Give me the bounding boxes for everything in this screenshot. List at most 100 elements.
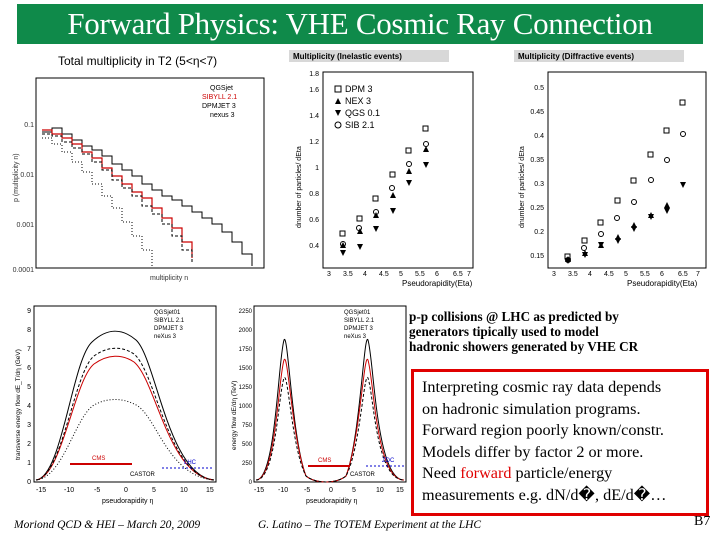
callout-line: measurements e.g. dN/d�, dE/d�… <box>422 485 667 504</box>
inelastic-ytick: 1.2 <box>309 139 319 146</box>
diffractive-xtick: 7 <box>696 271 700 278</box>
energy-left-ytick: 7 <box>27 346 31 353</box>
diffractive-xtick: 4.5 <box>604 271 614 278</box>
energy-left-ylabel: transverse energy flow dE_T/dη (GeV) <box>15 349 22 460</box>
mult-ytick: 0.0001 <box>13 267 35 274</box>
pp-caption-line: generators tipically used to model <box>409 324 599 339</box>
mult-ytick: 0.1 <box>24 122 34 129</box>
inelastic-legend: DPM 3 <box>345 84 373 94</box>
diffractive-xlabel: Pseudorapidity(Eta) <box>627 279 698 288</box>
energy-right-label-zdc: ZDC <box>382 458 395 464</box>
energy-left-ytick: 0 <box>27 479 31 486</box>
energy-right-ytick: 2000 <box>239 328 253 334</box>
title-bar: Forward Physics: VHE Cosmic Ray Connecti… <box>17 4 703 44</box>
energy-left-ytick: 8 <box>27 327 31 334</box>
inelastic-xtick: 7 <box>467 271 471 278</box>
energy-left-svg: transverse energy flow dE_T/dη (GeV) pse… <box>15 305 217 505</box>
mult-legend: nexus 3 <box>210 112 235 119</box>
energy-right-legend: neXus 3 <box>344 334 367 340</box>
inelastic-ytick: 1.8 <box>309 71 319 78</box>
mult-ytick: 0.001 <box>16 222 34 229</box>
mult-hist-sib <box>42 129 193 258</box>
diffractive-xtick: 5.5 <box>640 271 650 278</box>
diffractive-xtick: 6.5 <box>678 271 688 278</box>
energy-left-ytick: 1 <box>27 460 31 467</box>
mult-legend: DPMJET 3 <box>202 103 236 110</box>
inelastic-xtick: 6 <box>435 271 439 278</box>
inelastic-ytick: 1 <box>315 165 319 172</box>
energy-left-xtick: -15 <box>36 487 46 494</box>
energy-right-legend: SIBYLL 2.1 <box>344 318 375 324</box>
diffractive-xtick: 5 <box>624 271 628 278</box>
energy-right-xtick: 5 <box>352 487 356 494</box>
diffractive-ytick: 0.5 <box>534 85 544 92</box>
mult-hist-dpm <box>42 133 193 264</box>
inelastic-ytick: 1.4 <box>309 113 319 120</box>
inelastic-ytick: 1.6 <box>309 87 319 94</box>
diffractive-ytick: 0.35 <box>530 157 544 164</box>
energy-right-xlabel: pseudorapidity η <box>306 498 357 505</box>
energy-left-xtick: 15 <box>206 487 214 494</box>
energy-right-ytick: 1250 <box>239 385 253 391</box>
callout-line: Interpreting cosmic ray data depends <box>422 378 662 396</box>
energy-right-ytick: 1000 <box>239 404 253 410</box>
energy-right-xtick: -15 <box>254 487 264 494</box>
mult-legend: SIBYLL 2.1 <box>202 94 237 101</box>
energy-left-xtick: 0 <box>124 487 128 494</box>
energy-right-ytick: 250 <box>242 461 253 467</box>
energy-right-xtick: 10 <box>376 487 384 494</box>
energy-left-xtick: -5 <box>94 487 100 494</box>
energy-left-legend: neXus 3 <box>154 334 177 340</box>
inelastic-plot: Multiplicity (Inelastic events) dnumber … <box>287 48 509 288</box>
energy-left-xtick: 10 <box>180 487 188 494</box>
inelastic-xtick: 5.5 <box>415 271 425 278</box>
diffractive-svg: Multiplicity (Diffractive events) dnumbe… <box>514 50 707 288</box>
energy-left-ytick: 2 <box>27 441 31 448</box>
energy-left-label-cms: CMS <box>92 456 105 462</box>
inelastic-legend: SIB 2.1 <box>345 120 375 130</box>
callout-line: on hadronic simulation programs. <box>422 399 641 418</box>
energy-right-xtick: 0 <box>329 487 333 494</box>
energy-right-plot: energy flow dE/dη (TeV) pseudorapidity η… <box>226 300 410 506</box>
multiplicity-plot: 0.1 0.01 0.001 0.0001 multiplicity n p (… <box>10 72 272 284</box>
inelastic-svg: Multiplicity (Inelastic events) dnumber … <box>289 50 474 288</box>
pp-caption: p-p collisions @ LHC as predicted by gen… <box>409 309 709 354</box>
energy-right-svg: energy flow dE/dη (TeV) pseudorapidity η… <box>231 305 407 505</box>
energy-left-label-lhc: LHC <box>184 460 197 466</box>
diffractive-ytick: 0.2 <box>534 229 544 236</box>
diffractive-title: Multiplicity (Diffractive events) <box>518 52 634 61</box>
energy-right-xtick: -5 <box>304 487 310 494</box>
diffractive-ytick: 0.15 <box>530 253 544 260</box>
energy-right-legend: DPMJET 3 <box>344 326 374 332</box>
energy-left-ytick: 4 <box>27 403 31 410</box>
energy-left-ytick: 3 <box>27 422 31 429</box>
inelastic-ylabel: dnumber of particles/ dEta <box>296 146 303 228</box>
energy-right-ylabel: energy flow dE/dη (TeV) <box>231 381 238 450</box>
energy-left-xlabel: pseudorapidity η <box>102 498 153 505</box>
energy-left-legend: QGSjet01 <box>154 310 181 316</box>
energy-left-label-castor: CASTOR <box>130 472 156 478</box>
energy-right-ytick: 0 <box>249 480 253 486</box>
multiplicity-svg: 0.1 0.01 0.001 0.0001 multiplicity n p (… <box>13 77 265 282</box>
inelastic-legend: NEX 3 <box>345 96 371 106</box>
mult-ytick: 0.01 <box>20 172 34 179</box>
t2-caption: Total multiplicity in T2 (5<η<7) <box>58 54 218 68</box>
inelastic-xtick: 3 <box>327 271 331 278</box>
mult-xlabel: multiplicity n <box>150 275 188 282</box>
inelastic-xtick: 5 <box>399 271 403 278</box>
energy-right-label-castor: CASTOR <box>350 472 376 478</box>
inelastic-xtick: 4.5 <box>379 271 389 278</box>
callout-highlight: forward <box>460 464 512 482</box>
callout-text: Need <box>422 464 461 482</box>
inelastic-xlabel: Pseudorapidity(Eta) <box>402 279 473 288</box>
energy-right-xtick: 15 <box>396 487 404 494</box>
inelastic-title: Multiplicity (Inelastic events) <box>293 52 402 61</box>
energy-left-plot: transverse energy flow dE_T/dη (GeV) pse… <box>12 300 222 506</box>
page-number: B7 <box>694 514 711 529</box>
energy-left-xtick: 5 <box>152 487 156 494</box>
mult-hist-qgs <box>42 127 253 266</box>
diffractive-ytick: 0.3 <box>534 181 544 188</box>
inelastic-ytick: 0.6 <box>309 217 319 224</box>
energy-right-ytick: 1750 <box>239 347 253 353</box>
diffractive-plot: Multiplicity (Diffractive events) dnumbe… <box>512 48 714 288</box>
